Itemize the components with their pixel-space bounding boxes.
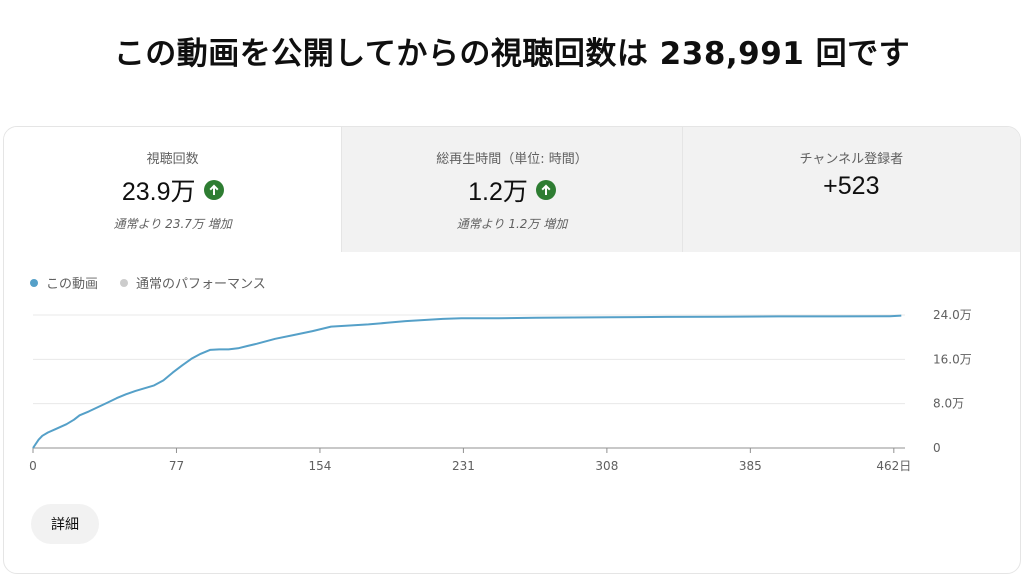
x-tick-label: 0 — [29, 459, 37, 473]
tab-watch-time[interactable]: 総再生時間（単位: 時間） 1.2万 通常より 1.2万 増加 — [341, 127, 682, 252]
legend-dot-this-video — [30, 278, 38, 287]
tab-watch-time-subtext: 通常より 1.2万 増加 — [456, 217, 568, 231]
tab-views-value-row: 23.9万 — [4, 172, 341, 208]
tab-views-subtext: 通常より 23.7万 増加 — [113, 217, 232, 231]
tab-views-label: 視聴回数 — [146, 152, 199, 167]
chart-legend: この動画 通常のパフォーマンス — [30, 273, 266, 292]
legend-label-this-video: この動画 — [46, 277, 99, 292]
tab-watch-time-value: 1.2万 — [468, 178, 528, 206]
legend-item-typical: 通常のパフォーマンス — [120, 273, 266, 292]
legend-item-this-video: この動画 — [30, 273, 98, 292]
metric-tabs: 視聴回数 23.9万 通常より 23.7万 増加 総再生時間（単位: 時間） 1… — [4, 127, 1020, 252]
tab-views[interactable]: 視聴回数 23.9万 通常より 23.7万 増加 — [4, 127, 342, 252]
tab-subscribers-label: チャンネル登録者 — [799, 152, 904, 167]
tab-views-value: 23.9万 — [121, 178, 196, 206]
details-button[interactable]: 詳細 — [31, 504, 99, 544]
y-tick-label: 16.0万 — [933, 352, 972, 366]
tab-watch-time-value-row: 1.2万 — [342, 172, 681, 208]
page-headline: この動画を公開してからの視聴回数は 238,991 回です — [113, 36, 911, 72]
series-line-this-video — [32, 314, 902, 449]
x-tick-label: 462日 — [876, 459, 911, 473]
arrow-up-icon — [535, 180, 556, 200]
x-tick-label: 77 — [169, 459, 184, 473]
tab-watch-time-label: 総再生時間（単位: 時間） — [436, 152, 588, 167]
cumulative-views-chart: 0 8.0万 16.0万 24.0万 0 77 154 231 308 385 462日 — [29, 308, 972, 473]
x-tick-label: 231 — [452, 459, 475, 473]
legend-dot-typical — [120, 278, 129, 287]
legend-label-typical: 通常のパフォーマンス — [136, 277, 266, 292]
y-tick-label: 0 — [933, 441, 941, 455]
y-tick-label: 24.0万 — [933, 308, 972, 322]
tab-subscribers-value: +523 — [823, 172, 880, 200]
x-tick-label: 308 — [595, 459, 618, 473]
analytics-card: 視聴回数 23.9万 通常より 23.7万 増加 総再生時間（単位: 時間） 1… — [3, 126, 1021, 574]
tab-subscribers[interactable]: チャンネル登録者 +523 — [681, 127, 1020, 252]
y-tick-label: 8.0万 — [933, 397, 964, 411]
x-tick-label: 154 — [308, 459, 331, 473]
tab-subscribers-value-row: +523 — [683, 172, 1020, 201]
x-tick-label: 385 — [739, 459, 762, 473]
arrow-up-icon — [203, 180, 224, 200]
